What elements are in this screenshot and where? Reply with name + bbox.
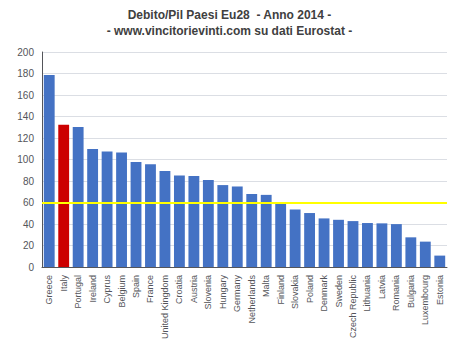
- svg-text:Slovakia: Slovakia: [290, 275, 300, 309]
- svg-text:Finland: Finland: [276, 275, 286, 305]
- svg-text:Estonia: Estonia: [435, 275, 445, 305]
- svg-text:Latvia: Latvia: [377, 275, 387, 299]
- svg-text:Italy: Italy: [59, 275, 69, 292]
- svg-text:160: 160: [17, 90, 34, 101]
- svg-text:0: 0: [28, 262, 34, 273]
- svg-text:Debito/Pil Paesi Eu28 - Anno: Debito/Pil Paesi Eu28 - Anno 2014 -: [128, 8, 332, 22]
- svg-text:France: France: [145, 275, 155, 303]
- svg-text:Croatia: Croatia: [174, 275, 184, 304]
- svg-text:40: 40: [23, 219, 35, 230]
- svg-text:Denmark: Denmark: [319, 275, 329, 312]
- svg-text:Sweden: Sweden: [334, 275, 344, 308]
- svg-text:180: 180: [17, 68, 34, 79]
- svg-text:Hungary: Hungary: [218, 275, 228, 310]
- svg-text:Slovenia: Slovenia: [203, 275, 213, 310]
- svg-text:Luxembourg: Luxembourg: [420, 275, 430, 325]
- svg-text:Austria: Austria: [189, 275, 199, 303]
- svg-text:120: 120: [17, 133, 34, 144]
- svg-text:Lithuania: Lithuania: [362, 275, 372, 312]
- svg-text:Ireland: Ireland: [88, 275, 98, 303]
- svg-text:Portugal: Portugal: [73, 275, 83, 309]
- svg-text:Netherlands: Netherlands: [247, 275, 257, 324]
- svg-text:Belgium: Belgium: [117, 275, 127, 308]
- svg-text:Bulgaria: Bulgaria: [406, 275, 416, 308]
- svg-text:200: 200: [17, 47, 34, 58]
- svg-text:140: 140: [17, 111, 34, 122]
- svg-text:60: 60: [23, 197, 35, 208]
- svg-text:20: 20: [23, 240, 35, 251]
- svg-text:Romania: Romania: [391, 275, 401, 311]
- svg-text:United Kingdom: United Kingdom: [160, 275, 170, 339]
- svg-text:80: 80: [23, 176, 35, 187]
- svg-text:Poland: Poland: [305, 275, 315, 303]
- svg-text:100: 100: [17, 154, 34, 165]
- svg-text:Greece: Greece: [44, 275, 54, 305]
- svg-text:Czech Republic: Czech Republic: [348, 275, 358, 339]
- svg-text:Malta: Malta: [261, 275, 271, 297]
- svg-text:Cyprus: Cyprus: [102, 275, 112, 304]
- svg-text:Spain: Spain: [131, 275, 141, 298]
- svg-text:Germany: Germany: [232, 275, 242, 313]
- svg-text:- www.vincitorievinti.com su d: - www.vincitorievinti.com su dati Eurost…: [107, 24, 353, 38]
